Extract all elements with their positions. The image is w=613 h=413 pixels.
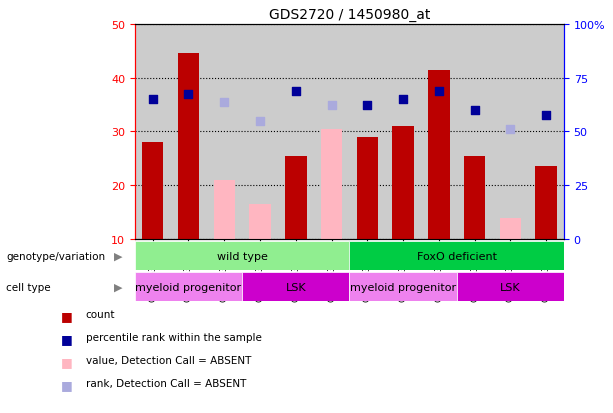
Point bbox=[327, 102, 337, 109]
Point bbox=[362, 102, 372, 109]
Bar bbox=[314, 25, 349, 240]
Bar bbox=[457, 25, 492, 240]
Title: GDS2720 / 1450980_at: GDS2720 / 1450980_at bbox=[268, 8, 430, 22]
Bar bbox=[385, 25, 421, 240]
Bar bbox=[500, 218, 521, 240]
Bar bbox=[428, 71, 449, 240]
Point bbox=[184, 91, 194, 98]
Bar bbox=[464, 157, 485, 240]
Bar bbox=[278, 25, 314, 240]
Bar bbox=[349, 273, 457, 301]
Bar bbox=[135, 273, 242, 301]
Text: LSK: LSK bbox=[286, 282, 306, 292]
Text: ■: ■ bbox=[61, 378, 73, 391]
Bar bbox=[170, 25, 207, 240]
Point bbox=[541, 113, 551, 119]
Bar bbox=[249, 205, 271, 240]
Point bbox=[291, 89, 301, 95]
Point bbox=[398, 97, 408, 103]
Text: wild type: wild type bbox=[217, 251, 267, 261]
Bar bbox=[135, 25, 170, 240]
Bar bbox=[392, 127, 414, 240]
Bar bbox=[321, 130, 342, 240]
Text: myeloid progenitor: myeloid progenitor bbox=[135, 282, 242, 292]
Bar bbox=[285, 157, 306, 240]
Text: percentile rank within the sample: percentile rank within the sample bbox=[86, 332, 262, 342]
Point bbox=[255, 118, 265, 125]
Bar bbox=[457, 273, 564, 301]
Bar bbox=[349, 25, 385, 240]
Text: ■: ■ bbox=[61, 332, 73, 345]
Text: count: count bbox=[86, 310, 115, 320]
Bar bbox=[535, 167, 557, 240]
Bar bbox=[213, 180, 235, 240]
Text: value, Detection Call = ABSENT: value, Detection Call = ABSENT bbox=[86, 355, 251, 365]
Text: rank, Detection Call = ABSENT: rank, Detection Call = ABSENT bbox=[86, 378, 246, 388]
Point bbox=[434, 89, 444, 95]
Bar bbox=[135, 242, 349, 271]
Text: ▶: ▶ bbox=[114, 251, 123, 261]
Text: ■: ■ bbox=[61, 355, 73, 368]
Text: ■: ■ bbox=[61, 310, 73, 323]
Bar bbox=[528, 25, 564, 240]
Text: FoxO deficient: FoxO deficient bbox=[417, 251, 497, 261]
Text: genotype/variation: genotype/variation bbox=[6, 251, 105, 261]
Text: cell type: cell type bbox=[6, 282, 51, 292]
Bar bbox=[421, 25, 457, 240]
Text: ▶: ▶ bbox=[114, 282, 123, 292]
Point bbox=[148, 97, 158, 103]
Bar bbox=[492, 25, 528, 240]
Bar bbox=[207, 25, 242, 240]
Bar bbox=[178, 55, 199, 240]
Text: LSK: LSK bbox=[500, 282, 520, 292]
Point bbox=[505, 126, 515, 133]
Bar bbox=[357, 138, 378, 240]
Bar bbox=[142, 143, 164, 240]
Bar bbox=[349, 242, 564, 271]
Text: myeloid progenitor: myeloid progenitor bbox=[350, 282, 456, 292]
Point bbox=[470, 107, 479, 114]
Bar bbox=[242, 273, 349, 301]
Bar bbox=[242, 25, 278, 240]
Point bbox=[219, 100, 229, 106]
